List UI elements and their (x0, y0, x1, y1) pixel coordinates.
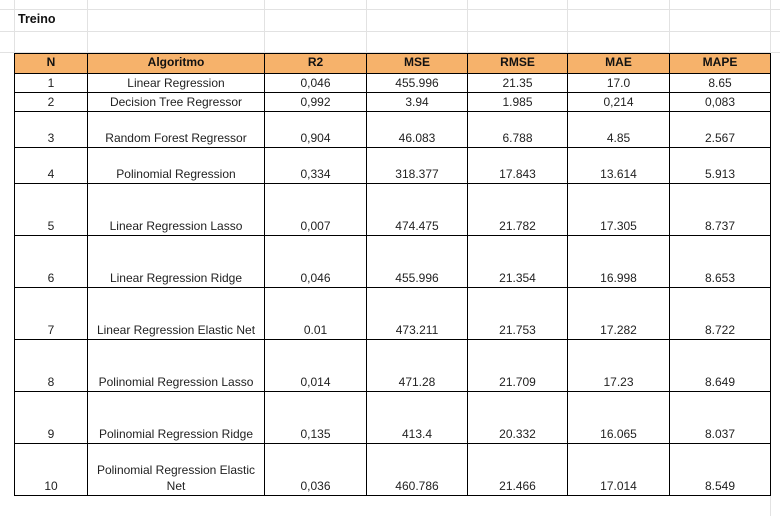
cell-r2[interactable]: 0,992 (264, 92, 367, 112)
cell-rmse[interactable]: 21.709 (467, 339, 568, 392)
table-row: 1 Linear Regression 0,046 455.996 21.35 … (14, 73, 771, 93)
cell-mse[interactable]: 471.28 (366, 339, 468, 392)
cell-mape[interactable]: 8.737 (669, 183, 771, 236)
cell-algoritmo[interactable]: Linear Regression Lasso (87, 183, 265, 236)
header-r2[interactable]: R2 (264, 53, 367, 74)
cell-n[interactable]: 1 (14, 73, 88, 93)
cell-r2[interactable]: 0,334 (264, 147, 367, 184)
cell-mape[interactable]: 8.653 (669, 235, 771, 288)
header-n[interactable]: N (14, 53, 88, 74)
cell-n[interactable]: 3 (14, 111, 88, 148)
cell-r2[interactable]: 0,135 (264, 391, 367, 444)
cell-r2[interactable]: 0,046 (264, 235, 367, 288)
cell-mse[interactable]: 318.377 (366, 147, 468, 184)
cell-r2[interactable]: 0.01 (264, 287, 367, 340)
cell-mae[interactable]: 16.065 (567, 391, 670, 444)
cell-mape[interactable]: 5.913 (669, 147, 771, 184)
table-row: 2 Decision Tree Regressor 0,992 3.94 1.9… (14, 92, 771, 112)
cell-mape[interactable]: 8.65 (669, 73, 771, 93)
cell-n[interactable]: 8 (14, 339, 88, 392)
sheet-title: Treino (18, 12, 56, 26)
results-table: N Algoritmo R2 MSE RMSE MAE MAPE 1 Linea… (14, 53, 771, 496)
cell-mape[interactable]: 8.722 (669, 287, 771, 340)
cell-mape[interactable]: 8.037 (669, 391, 771, 444)
table-row: 6 Linear Regression Ridge 0,046 455.996 … (14, 235, 771, 288)
cell-mse[interactable]: 460.786 (366, 443, 468, 496)
table-row: 5 Linear Regression Lasso 0,007 474.475 … (14, 183, 771, 236)
cell-algoritmo[interactable]: Random Forest Regressor (87, 111, 265, 148)
cell-algoritmo[interactable]: Linear Regression Elastic Net (87, 287, 265, 340)
cell-mse[interactable]: 474.475 (366, 183, 468, 236)
cell-algoritmo[interactable]: Polinomial Regression (87, 147, 265, 184)
cell-mae[interactable]: 13.614 (567, 147, 670, 184)
cell-rmse[interactable]: 21.782 (467, 183, 568, 236)
cell-algoritmo[interactable]: Polinomial Regression Lasso (87, 339, 265, 392)
cell-rmse[interactable]: 21.466 (467, 443, 568, 496)
cell-mse[interactable]: 46.083 (366, 111, 468, 148)
cell-n[interactable]: 4 (14, 147, 88, 184)
header-mape[interactable]: MAPE (669, 53, 771, 74)
cell-mae[interactable]: 17.305 (567, 183, 670, 236)
cell-mape[interactable]: 8.649 (669, 339, 771, 392)
header-mae[interactable]: MAE (567, 53, 670, 74)
header-row: N Algoritmo R2 MSE RMSE MAE MAPE (14, 53, 771, 74)
cell-rmse[interactable]: 21.753 (467, 287, 568, 340)
cell-rmse[interactable]: 21.35 (467, 73, 568, 93)
table-row: 7 Linear Regression Elastic Net 0.01 473… (14, 287, 771, 340)
cell-r2[interactable]: 0,046 (264, 73, 367, 93)
cell-r2[interactable]: 0,014 (264, 339, 367, 392)
header-rmse[interactable]: RMSE (467, 53, 568, 74)
cell-mae[interactable]: 17.014 (567, 443, 670, 496)
cell-mse[interactable]: 3.94 (366, 92, 468, 112)
table-row: 4 Polinomial Regression 0,334 318.377 17… (14, 147, 771, 184)
cell-r2[interactable]: 0,007 (264, 183, 367, 236)
cell-n[interactable]: 10 (14, 443, 88, 496)
cell-algoritmo[interactable]: Polinomial Regression Elastic Net (87, 443, 265, 496)
cell-rmse[interactable]: 17.843 (467, 147, 568, 184)
cell-n[interactable]: 9 (14, 391, 88, 444)
cell-mae[interactable]: 4.85 (567, 111, 670, 148)
cell-mape[interactable]: 2.567 (669, 111, 771, 148)
table-row: 10 Polinomial Regression Elastic Net 0,0… (14, 443, 771, 496)
cell-algoritmo[interactable]: Linear Regression (87, 73, 265, 93)
cell-mse[interactable]: 455.996 (366, 73, 468, 93)
cell-r2[interactable]: 0,036 (264, 443, 367, 496)
cell-mape[interactable]: 0,083 (669, 92, 771, 112)
table-row: 3 Random Forest Regressor 0,904 46.083 6… (14, 111, 771, 148)
cell-rmse[interactable]: 21.354 (467, 235, 568, 288)
cell-algoritmo[interactable]: Decision Tree Regressor (87, 92, 265, 112)
cell-n[interactable]: 7 (14, 287, 88, 340)
cell-mae[interactable]: 17.0 (567, 73, 670, 93)
cell-n[interactable]: 6 (14, 235, 88, 288)
cell-mse[interactable]: 455.996 (366, 235, 468, 288)
cell-r2[interactable]: 0,904 (264, 111, 367, 148)
cell-rmse[interactable]: 6.788 (467, 111, 568, 148)
header-algoritmo[interactable]: Algoritmo (87, 53, 265, 74)
cell-rmse[interactable]: 20.332 (467, 391, 568, 444)
cell-mae[interactable]: 0,214 (567, 92, 670, 112)
cell-mae[interactable]: 16.998 (567, 235, 670, 288)
cell-mae[interactable]: 17.282 (567, 287, 670, 340)
cell-mse[interactable]: 413.4 (366, 391, 468, 444)
table-row: 8 Polinomial Regression Lasso 0,014 471.… (14, 339, 771, 392)
cell-rmse[interactable]: 1.985 (467, 92, 568, 112)
cell-mae[interactable]: 17.23 (567, 339, 670, 392)
cell-algoritmo[interactable]: Linear Regression Ridge (87, 235, 265, 288)
header-mse[interactable]: MSE (366, 53, 468, 74)
table-row: 9 Polinomial Regression Ridge 0,135 413.… (14, 391, 771, 444)
cell-mse[interactable]: 473.211 (366, 287, 468, 340)
cell-algoritmo[interactable]: Polinomial Regression Ridge (87, 391, 265, 444)
cell-mape[interactable]: 8.549 (669, 443, 771, 496)
cell-n[interactable]: 2 (14, 92, 88, 112)
cell-n[interactable]: 5 (14, 183, 88, 236)
